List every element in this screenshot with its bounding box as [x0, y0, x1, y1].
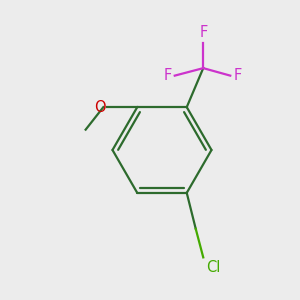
Text: F: F — [164, 68, 172, 83]
Text: F: F — [199, 25, 207, 40]
Text: F: F — [233, 68, 242, 83]
Text: Cl: Cl — [206, 260, 220, 275]
Text: O: O — [94, 100, 106, 115]
